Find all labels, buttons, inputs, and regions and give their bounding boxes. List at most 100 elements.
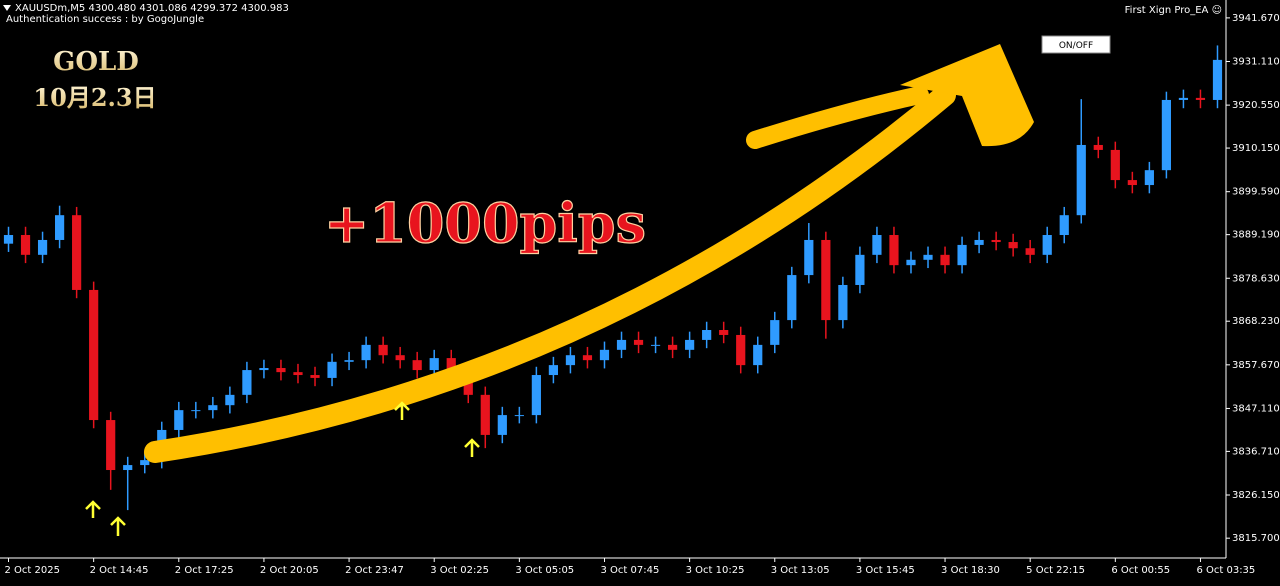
y-tick-label: 3868.230 [1232,316,1280,327]
candle-body [1059,215,1069,236]
candle-body [174,410,184,430]
candle-body [531,375,541,416]
candle-body [514,415,524,417]
trend-arrow-head [900,44,1034,147]
candle-body [906,259,916,266]
trend-arrow-shaft [144,84,956,463]
auth-text: Authentication success : by GogoJungle [6,14,204,25]
candle-body [1178,97,1189,100]
candle-body [872,235,882,255]
candle-body [208,405,218,411]
x-tick-label: 3 Oct 05:05 [515,565,574,576]
candle-body [463,375,473,395]
candle-body [276,368,286,373]
candle-body [616,339,627,350]
y-tick-label: 3857.670 [1232,360,1280,371]
candle-body [650,344,661,346]
candle-body [633,339,644,345]
candle-body [548,365,559,376]
candle-body [889,235,899,266]
candle-body [940,254,950,266]
y-tick-label: 3941.670 [1232,13,1280,24]
candle-body [191,410,201,412]
y-tick-label: 3836.710 [1232,446,1280,457]
x-tick-label: 3 Oct 02:25 [430,565,489,576]
candle-body [225,394,235,406]
candle-body [293,372,303,376]
candle-body [1110,149,1120,181]
overlay-title: GOLD [53,47,139,77]
candle-body [1212,59,1223,100]
candle-body [3,235,14,244]
button-label[interactable]: ON/OFF [1059,41,1093,51]
candle-body [804,239,814,276]
candle-body [923,254,933,260]
x-tick-label: 2 Oct 17:25 [175,565,234,576]
candle-body [446,358,456,376]
candle-body [770,320,780,345]
candle-body [702,330,712,340]
candle-body [1127,180,1137,186]
candle-body [1008,242,1018,249]
candle-body [361,344,371,361]
y-tick-label: 3920.550 [1232,100,1280,111]
candle-body [140,460,150,466]
x-tick-label: 2 Oct 14:45 [90,565,149,576]
candle-body [344,360,354,362]
x-tick-label: 3 Oct 10:25 [686,565,745,576]
trend-arrow-shaft [746,86,929,149]
candle-body [1042,235,1052,255]
candle-body [54,215,65,240]
candle-body [412,360,422,371]
signal-arrows [85,401,480,536]
candle-body [106,420,116,471]
x-tick-label: 3 Oct 18:30 [941,565,1000,576]
candle-body [1076,144,1086,216]
candle-body [974,239,984,245]
y-tick-label: 3899.590 [1232,187,1280,198]
candle-body [991,239,1001,243]
on-off-button[interactable]: ON/OFF [1041,35,1111,54]
x-tick-label: 6 Oct 00:55 [1111,565,1170,576]
candle-body [667,344,678,350]
candle-body [582,355,593,361]
overlay-gain: +1000pips [324,191,646,255]
candle-body [838,284,848,321]
overlay-date: 10月2.3日 [33,83,156,112]
candle-body [37,239,48,255]
candle-body [242,370,252,395]
candle-body [429,358,439,371]
y-tick-label: 3889.190 [1232,230,1280,241]
y-tick-label: 3910.150 [1232,143,1280,154]
x-tick-label: 3 Oct 13:05 [771,565,830,576]
candle-body [957,244,967,266]
y-tick-label: 3878.630 [1232,273,1280,284]
button-box[interactable] [1041,35,1111,54]
candle-body [565,355,576,366]
candle-body [310,375,320,378]
candle-body [1144,170,1154,186]
symbol-line: XAUUSDm,M5 4300.480 4301.086 4299.372 43… [15,3,289,14]
y-tick-label: 3826.150 [1232,490,1280,501]
ea-name: First Xign Pro_EA ☺ [1125,5,1222,16]
candle-body [480,394,490,435]
candle-body [1025,248,1035,255]
candle-body [259,368,269,371]
candle-body [395,355,405,361]
candle-body [123,465,133,471]
candle-body [89,289,99,421]
x-tick-label: 2 Oct 20:05 [260,565,319,576]
candle-body [787,275,797,321]
candle-body [855,254,865,285]
candle-body [1093,144,1103,150]
candle-body [736,334,746,366]
x-tick-label: 3 Oct 15:45 [856,565,915,576]
candle-body [1195,97,1206,100]
candle-body [497,415,507,435]
x-tick-label: 2 Oct 23:47 [345,565,404,576]
x-tick-label: 3 Oct 07:45 [600,565,659,576]
y-tick-label: 3815.700 [1232,533,1280,544]
x-tick-label: 5 Oct 22:15 [1026,565,1085,576]
y-tick-label: 3847.110 [1232,403,1280,414]
